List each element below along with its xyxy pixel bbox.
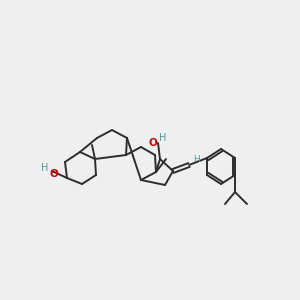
Text: O: O — [50, 169, 58, 179]
Text: H: H — [193, 154, 200, 164]
Text: H: H — [159, 133, 167, 143]
Text: H: H — [41, 163, 49, 173]
Text: O: O — [148, 138, 158, 148]
